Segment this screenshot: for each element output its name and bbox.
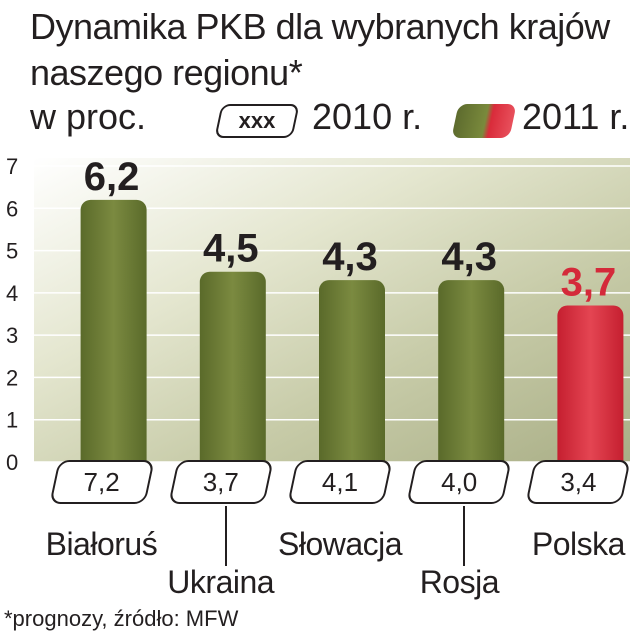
- bar-2011-4: [557, 305, 624, 476]
- y-tick-label: 3: [6, 323, 18, 348]
- chart-title-line1: Dynamika PKB dla wybranych krajów: [30, 6, 610, 47]
- legend-2011-swatch: [451, 104, 517, 138]
- bar-2011-0: [80, 199, 147, 477]
- y-tick-label: 0: [6, 450, 18, 475]
- value-label-2011-1: 4,5: [203, 227, 259, 271]
- legend-2010-swatch-label: xxx: [238, 108, 276, 133]
- y-tick-label: 2: [6, 365, 18, 390]
- y-tick-label: 7: [6, 154, 18, 179]
- category-label-2: Słowacja: [278, 526, 403, 562]
- legend-2010-label: 2010 r.: [312, 96, 423, 137]
- y-tick-label: 1: [6, 408, 18, 433]
- category-leader-line: [463, 506, 466, 566]
- value-label-2010-1: 3,7: [202, 467, 239, 497]
- value-label-2010-2: 4,1: [321, 467, 359, 497]
- unit-label: w proc.: [30, 96, 147, 137]
- value-label-2011-0: 6,2: [84, 155, 140, 199]
- bar-chart-svg: 0 1 2 3 4 5 6 7 6,2 4,5 4,3 4,3 3,7: [6, 154, 630, 477]
- value-label-2010-0: 7,2: [83, 467, 120, 497]
- bar-2011-3: [438, 280, 505, 476]
- y-tick-label: 4: [6, 281, 18, 306]
- value-label-2011-4: 3,7: [561, 261, 617, 305]
- bar-2011-2: [319, 280, 385, 476]
- bar-2011-1: [199, 271, 266, 476]
- value-label-2011-3: 4,3: [441, 235, 497, 279]
- value-label-2011-2: 4,3: [322, 235, 378, 279]
- category-leader-line: [224, 506, 227, 566]
- value-label-2010-3: 4,0: [441, 467, 478, 497]
- category-label-1: Ukraina: [167, 564, 275, 600]
- y-tick-label: 6: [6, 196, 18, 221]
- category-label-0: Białoruś: [45, 526, 158, 562]
- footnote: *prognozy, źródło: MFW: [4, 606, 239, 631]
- category-label-4: Polska: [531, 526, 626, 562]
- chart-title-line2: naszego regionu*: [30, 52, 303, 93]
- y-tick-label: 5: [6, 239, 18, 264]
- chart-title: Dynamika PKB dla wybranych krajów naszeg…: [30, 4, 610, 96]
- category-label-3: Rosja: [419, 564, 500, 600]
- bar-chart: 0 1 2 3 4 5 6 7 6,2 4,5 4,3 4,3 3,7 7,2 3,7 4,1 4,0 3,4 B…: [0, 140, 635, 600]
- value-label-2010-4: 3,4: [560, 467, 597, 497]
- legend-2011-label: 2011 r.: [522, 96, 630, 137]
